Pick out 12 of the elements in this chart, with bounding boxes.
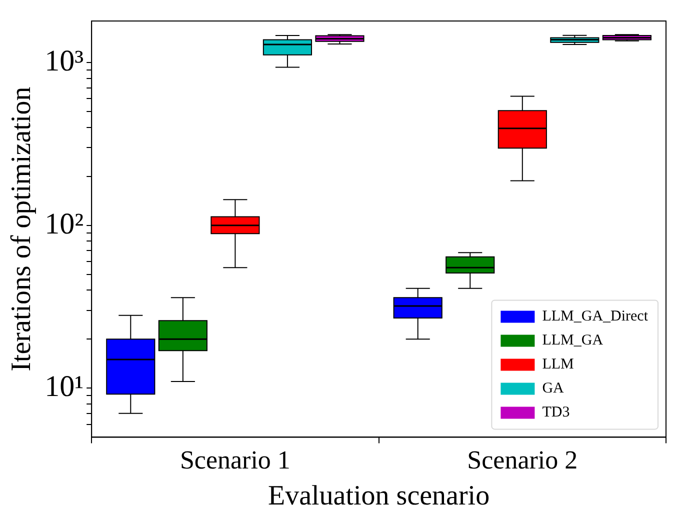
legend-label: GA [542, 380, 564, 397]
y-axis-title: Iterations of optimization [6, 86, 38, 372]
y-tick-label: 10³ [44, 44, 84, 78]
legend-label: LLM_GA_Direct [542, 308, 649, 325]
x-tick-label: Scenario 2 [467, 446, 578, 475]
x-tick-label: Scenario 1 [180, 446, 290, 475]
legend-label: TD3 [542, 404, 570, 421]
legend-label: LLM_GA [542, 332, 604, 349]
y-tick-label: 10¹ [44, 370, 84, 404]
x-axis-title: Evaluation scenario [268, 480, 490, 512]
legend-label: LLM [542, 356, 574, 373]
y-tick-label: 10² [44, 207, 84, 240]
